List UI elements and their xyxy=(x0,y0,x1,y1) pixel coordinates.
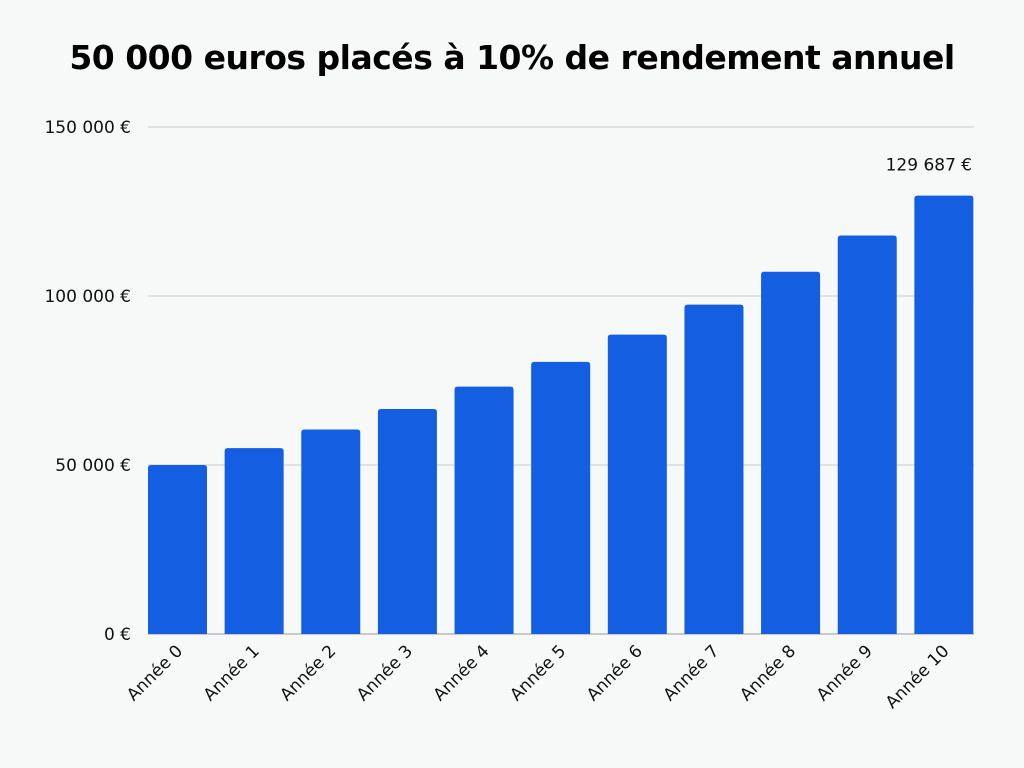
y-tick-label: 0 € xyxy=(104,625,131,645)
bar xyxy=(531,361,591,634)
x-tick-label: Année 2 xyxy=(276,641,340,705)
bar xyxy=(684,304,744,634)
bar xyxy=(607,334,667,634)
bar xyxy=(224,448,284,634)
data-label: 129 687 € xyxy=(886,156,973,176)
y-tick-label: 100 000 € xyxy=(44,287,131,307)
bar xyxy=(454,386,514,634)
bar xyxy=(148,465,207,634)
bar xyxy=(914,195,974,634)
y-tick-label: 150 000 € xyxy=(44,118,131,138)
bar xyxy=(301,429,361,634)
x-tick-label: Année 0 xyxy=(123,641,187,705)
bar xyxy=(377,409,437,634)
bar xyxy=(837,235,897,635)
x-tick-label: Année 9 xyxy=(813,641,877,705)
y-tick-label: 50 000 € xyxy=(55,456,131,476)
x-tick-label: Année 5 xyxy=(506,641,570,705)
x-tick-label: Année 1 xyxy=(200,641,264,705)
chart-title: 50 000 euros placés à 10% de rendement a… xyxy=(69,38,955,77)
x-tick-label: Année 10 xyxy=(882,641,954,713)
x-tick-label: Année 3 xyxy=(353,641,417,705)
bar xyxy=(761,271,821,634)
x-tick-label: Année 7 xyxy=(660,641,724,705)
x-tick-label: Année 4 xyxy=(430,641,494,705)
x-tick-label: Année 8 xyxy=(736,641,800,705)
x-tick-label: Année 6 xyxy=(583,641,647,705)
